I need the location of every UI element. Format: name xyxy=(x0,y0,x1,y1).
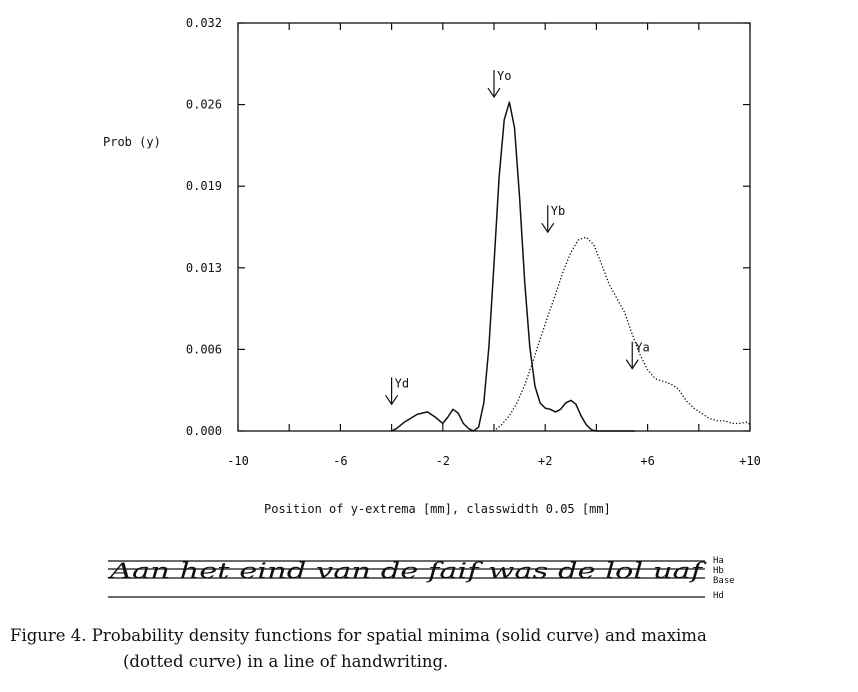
dotted-curve-maxima xyxy=(493,236,751,432)
handwriting-sample: Aan het eind van de faif was de lol uaf … xyxy=(107,556,735,601)
x-tick-label: +6 xyxy=(640,454,654,468)
x-tick-label: -10 xyxy=(227,454,249,468)
x-tick-label: -6 xyxy=(333,454,347,468)
annotation-label: Yd xyxy=(395,376,409,390)
annotation-yo: Yo xyxy=(487,69,511,99)
peak-annotations: Yd Yo Yb Ya xyxy=(385,69,650,406)
annotation-label: Ya xyxy=(635,341,649,355)
y-tick-label: 0.019 xyxy=(186,179,222,193)
y-axis-label: Prob (y) xyxy=(103,135,161,149)
x-tick-label: +10 xyxy=(739,454,761,468)
annotation-label: Yb xyxy=(551,204,565,218)
x-axis-tick-labels: -10 -6 -2 +2 +6 +10 xyxy=(227,454,761,468)
x-axis-label: Position of y-extrema [mm], classwidth 0… xyxy=(264,502,611,516)
series-layer xyxy=(390,101,751,432)
annotation-arrow-head xyxy=(385,394,399,406)
y-tick-label: 0.032 xyxy=(186,16,222,30)
figure-caption: Figure 4. Probability density functions … xyxy=(10,623,850,675)
annotation-yd: Yd xyxy=(385,376,409,406)
caption-line-2: (dotted curve) in a line of handwriting. xyxy=(123,652,449,671)
y-tick-label: 0.026 xyxy=(186,98,222,112)
y-axis-ticks xyxy=(238,22,750,432)
handwritten-sentence: Aan het eind van de faif was de lol uaf xyxy=(107,559,707,583)
x-axis-ticks xyxy=(237,23,751,431)
annotation-ya: Ya xyxy=(625,341,650,370)
annotation-label: Yo xyxy=(497,69,511,83)
guide-label-hb: Hb xyxy=(713,566,724,576)
annotation-arrow-head xyxy=(625,359,639,370)
y-axis-tick-labels: 0.000 0.006 0.013 0.019 0.026 0.032 xyxy=(186,16,222,438)
guide-label-ha: Ha xyxy=(713,556,724,566)
y-tick-label: 0.013 xyxy=(186,261,222,275)
guide-label-hd: Hd xyxy=(713,591,724,601)
caption-line-1: Figure 4. Probability density functions … xyxy=(10,626,707,645)
solid-curve-minima xyxy=(390,101,636,432)
annotation-yb: Yb xyxy=(541,204,565,234)
x-tick-label: -2 xyxy=(436,454,450,468)
y-tick-label: 0.006 xyxy=(186,342,222,356)
y-tick-label: 0.000 xyxy=(186,424,222,438)
x-tick-label: +2 xyxy=(538,454,552,468)
annotation-arrow-head xyxy=(487,87,501,99)
plot-area: -10 -6 -2 +2 +6 +10 0.000 0.006 0.013 0.019 0.026… xyxy=(103,16,761,516)
annotation-arrow-head xyxy=(541,222,555,234)
guide-label-base: Base xyxy=(713,576,735,586)
